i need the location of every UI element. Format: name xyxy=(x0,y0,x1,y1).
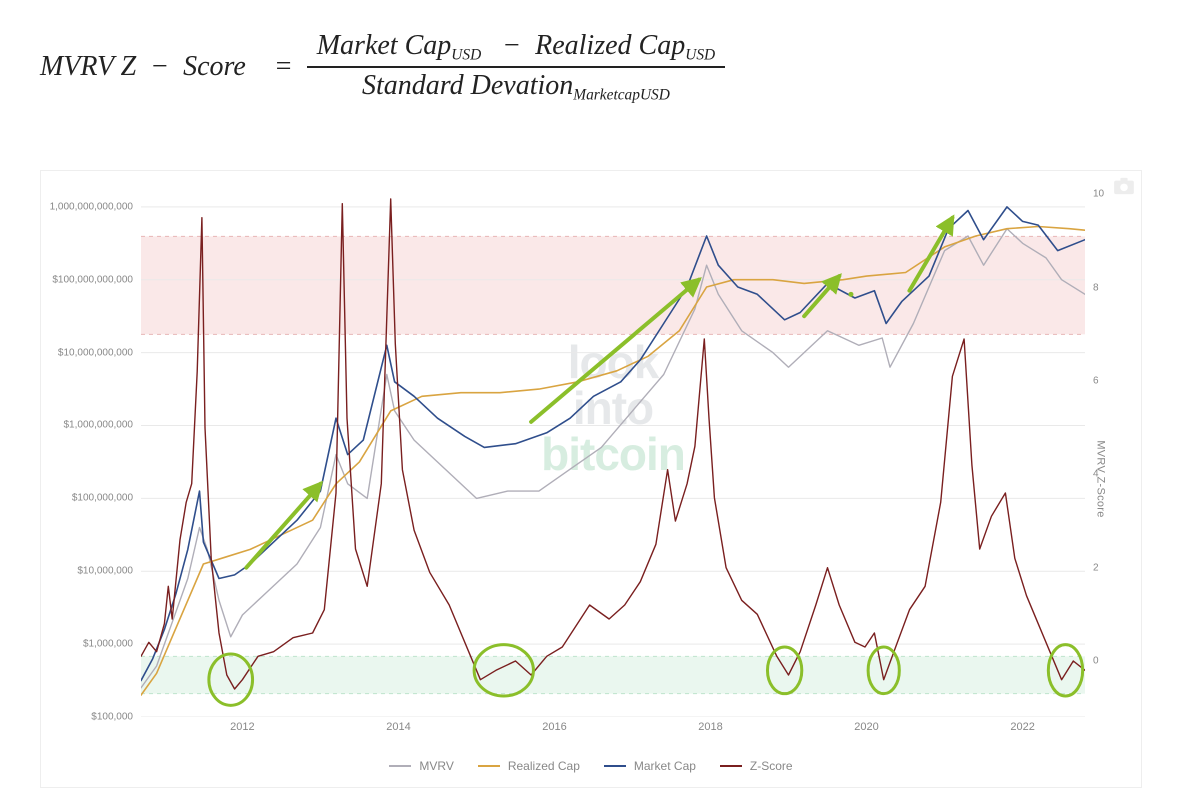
y-left-tick-label: $10,000,000 xyxy=(77,566,133,577)
x-tick-label: 2022 xyxy=(1010,721,1034,733)
x-tick-label: 2012 xyxy=(230,721,254,733)
formula-lhs-a: MVRV Z xyxy=(40,51,136,82)
y-right-tick-label: 8 xyxy=(1093,282,1099,293)
legend-item[interactable]: Z-Score xyxy=(720,759,793,773)
y-right-tick-label: 6 xyxy=(1093,376,1099,387)
den-term-sub: MarketcapUSD xyxy=(573,86,670,103)
x-tick-label: 2020 xyxy=(854,721,878,733)
x-tick-label: 2016 xyxy=(542,721,566,733)
legend-label: Realized Cap xyxy=(508,759,580,773)
page: MVRV Z − Score = Market CapUSD − Realize… xyxy=(0,0,1182,796)
legend-swatch xyxy=(720,765,742,767)
x-tick-label: 2018 xyxy=(698,721,722,733)
legend-swatch xyxy=(389,765,411,767)
formula: MVRV Z − Score = Market CapUSD − Realize… xyxy=(40,28,1142,106)
y-right-tick-label: 0 xyxy=(1093,656,1099,667)
y-left-tick-label: 1,000,000,000,000 xyxy=(50,201,133,212)
x-tick-label: 2014 xyxy=(386,721,410,733)
legend-item[interactable]: MVRV xyxy=(389,759,453,773)
legend: MVRV Realized Cap Market Cap Z-Score xyxy=(41,759,1141,773)
legend-label: Market Cap xyxy=(634,759,696,773)
plot-area: look into bitcoin xyxy=(141,185,1085,717)
y-right-axis-title: MVRV Z-Score xyxy=(1094,440,1106,517)
legend-swatch xyxy=(604,765,626,767)
y-left-tick-label: $1,000,000 xyxy=(83,639,133,650)
y-left-tick-label: $100,000 xyxy=(91,712,133,723)
legend-item[interactable]: Realized Cap xyxy=(478,759,580,773)
y-left-tick-label: $100,000,000,000 xyxy=(52,274,133,285)
y-right-tick-label: 10 xyxy=(1093,189,1104,200)
y-left-axis-labels: $100,000$1,000,000$10,000,000$100,000,00… xyxy=(41,185,139,717)
formula-denominator: Standard DevationMarketcapUSD xyxy=(352,68,680,106)
formula-numerator: Market CapUSD − Realized CapUSD xyxy=(307,28,725,66)
num-term-1-sub: USD xyxy=(451,46,481,63)
y-right-tick-label: 2 xyxy=(1093,562,1099,573)
num-term-2: Realized Cap xyxy=(535,30,685,61)
x-axis-labels: 2012 2014 2016 2018 2020 2022 xyxy=(141,721,1085,737)
y-left-tick-label: $1,000,000,000 xyxy=(63,420,133,431)
num-term-1: Market Cap xyxy=(317,30,452,61)
den-term: Standard Devation xyxy=(362,70,573,101)
legend-item[interactable]: Market Cap xyxy=(604,759,696,773)
y-left-tick-label: $100,000,000 xyxy=(72,493,133,504)
legend-label: Z-Score xyxy=(750,759,793,773)
formula-lhs: MVRV Z − Score xyxy=(40,51,246,83)
formula-fraction: Market CapUSD − Realized CapUSD Standard… xyxy=(307,28,725,106)
y-left-tick-label: $10,000,000,000 xyxy=(58,347,133,358)
formula-lhs-b: Score xyxy=(183,51,246,82)
chart-svg xyxy=(141,185,1085,717)
chart-container: $100,000 $1,000,000 $10,000,000 $100,000,00… xyxy=(40,170,1142,788)
equals-sign: = xyxy=(274,51,293,83)
legend-swatch xyxy=(478,765,500,767)
legend-label: MVRV xyxy=(419,759,453,773)
num-term-2-sub: USD xyxy=(685,46,715,63)
